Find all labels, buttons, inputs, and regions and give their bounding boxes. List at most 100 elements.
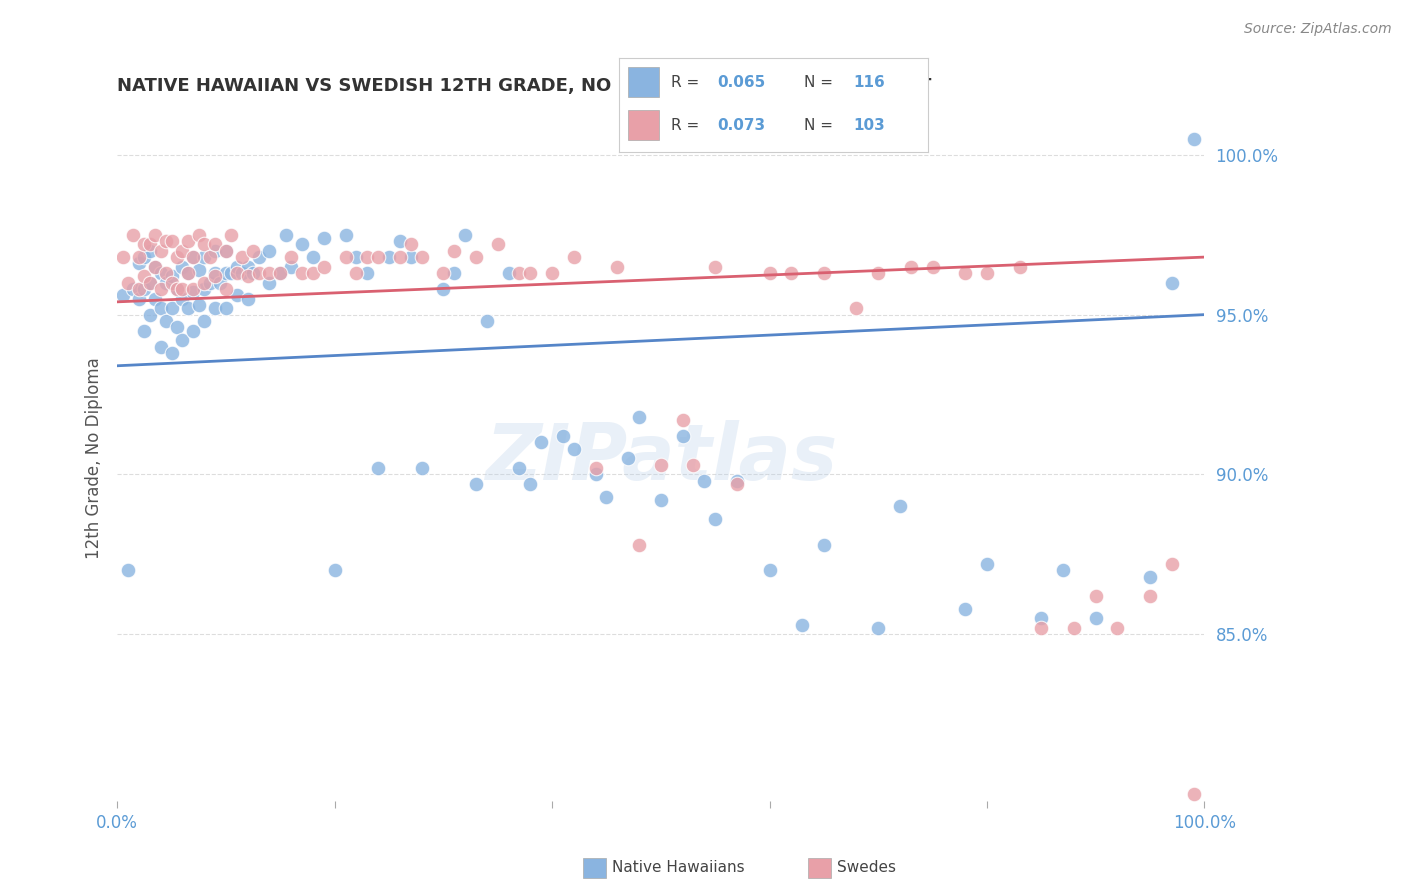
Point (193, 237, 215, 252)
Point (172, 292, 194, 306)
Point (1031, 611, 1053, 625)
Point (204, 269, 226, 284)
Point (269, 266, 291, 280)
Point (160, 234, 183, 248)
Point (704, 260, 727, 274)
Point (225, 288, 247, 302)
Point (259, 276, 281, 290)
Point (704, 512, 727, 526)
Point (551, 429, 574, 443)
Point (204, 237, 226, 252)
Text: Native Hawaiians: Native Hawaiians (612, 861, 744, 875)
Point (177, 301, 200, 316)
Bar (628, 68, 659, 97)
Point (344, 266, 367, 280)
Point (149, 301, 172, 316)
Point (868, 266, 890, 280)
Point (432, 282, 454, 296)
Point (780, 266, 803, 280)
Point (231, 266, 253, 280)
Point (628, 409, 651, 424)
Point (291, 237, 314, 252)
Point (177, 266, 200, 280)
Point (166, 282, 188, 296)
Point (976, 266, 998, 280)
Point (139, 276, 162, 290)
Point (671, 429, 693, 443)
Point (519, 477, 541, 491)
Point (671, 413, 693, 427)
Point (242, 266, 264, 280)
Point (215, 282, 238, 296)
Point (155, 266, 177, 280)
Point (399, 250, 422, 264)
Point (312, 260, 335, 274)
Point (562, 442, 585, 456)
Point (519, 266, 541, 280)
Point (143, 260, 166, 274)
Point (134, 269, 156, 284)
Point (1182, 787, 1205, 801)
Point (134, 250, 156, 264)
Point (143, 227, 166, 242)
Point (160, 301, 183, 316)
Bar (628, 111, 659, 140)
Point (160, 346, 183, 360)
Point (181, 282, 204, 296)
Text: R =: R = (671, 118, 704, 133)
Point (335, 250, 357, 264)
Point (139, 244, 162, 258)
Point (921, 260, 943, 274)
Point (221, 266, 243, 280)
Point (388, 234, 411, 248)
Point (259, 244, 281, 258)
Point (1084, 611, 1107, 625)
Point (585, 467, 607, 482)
Point (868, 621, 890, 635)
Point (193, 250, 215, 264)
Text: R =: R = (671, 75, 704, 90)
Point (1063, 621, 1085, 635)
Point (1139, 589, 1161, 603)
Point (134, 324, 156, 338)
Point (149, 266, 172, 280)
Point (139, 237, 162, 252)
Point (1139, 570, 1161, 584)
Point (134, 237, 156, 252)
Point (411, 250, 433, 264)
Point (166, 282, 188, 296)
Point (1182, 132, 1205, 146)
Point (247, 250, 270, 264)
Point (465, 477, 488, 491)
Point (955, 266, 977, 280)
Point (274, 227, 297, 242)
Point (443, 244, 465, 258)
Point (139, 276, 162, 290)
Point (177, 266, 200, 280)
Text: Source: ZipAtlas.com: Source: ZipAtlas.com (1244, 22, 1392, 37)
Point (1052, 563, 1074, 577)
Point (149, 340, 172, 354)
Point (758, 266, 780, 280)
Point (280, 260, 302, 274)
Point (236, 260, 259, 274)
Point (508, 266, 530, 280)
Point (792, 617, 814, 632)
Point (432, 266, 454, 280)
Point (269, 266, 291, 280)
Text: 0.065: 0.065 (717, 75, 766, 90)
Point (356, 250, 378, 264)
Point (166, 320, 188, 334)
Point (193, 276, 215, 290)
Point (204, 266, 226, 280)
Point (215, 301, 238, 316)
Point (198, 276, 221, 290)
Point (247, 266, 270, 280)
Point (845, 301, 868, 316)
Text: 103: 103 (853, 118, 886, 133)
Point (172, 333, 194, 347)
Point (356, 266, 378, 280)
Point (236, 292, 259, 306)
Point (128, 292, 150, 306)
Point (111, 288, 134, 302)
